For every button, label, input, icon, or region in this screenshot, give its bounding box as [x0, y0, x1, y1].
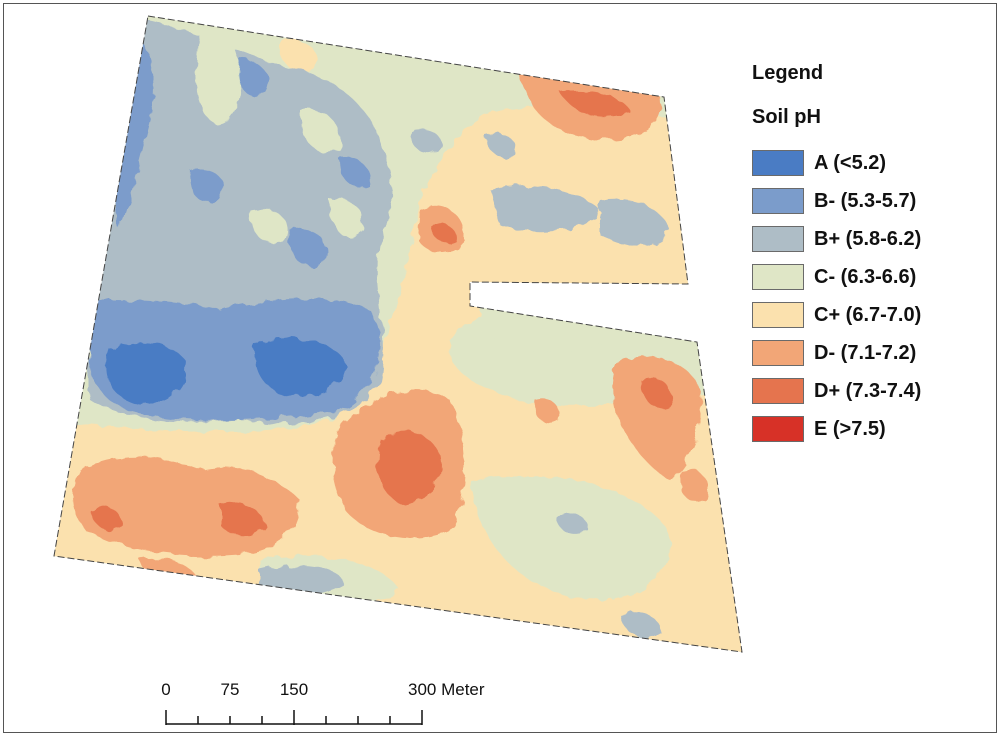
- ph-zone-c-minus: [470, 476, 671, 600]
- ph-zone-d-minus: [534, 398, 559, 423]
- ph-zone-c-minus: [300, 109, 341, 154]
- legend-swatch: [752, 302, 804, 328]
- legend-label: A (<5.2): [814, 151, 887, 174]
- ph-zone-d-minus: [612, 356, 701, 480]
- ph-zone-c-minus: [330, 199, 363, 239]
- ph-zone-b-minus: [238, 60, 268, 96]
- legend-item: D+ (7.3-7.4): [752, 372, 992, 410]
- legend-subtitle: Soil pH: [752, 106, 821, 128]
- ph-zone-d-plus: [640, 377, 673, 409]
- legend-item: B+ (5.8-6.2): [752, 220, 992, 258]
- ph-zone-c-plus: [279, 38, 318, 73]
- legend-item: C- (6.3-6.6): [752, 258, 992, 296]
- ph-zone-b-plus: [485, 133, 516, 157]
- ph-zone-d-plus: [377, 431, 441, 505]
- ph-zone-b-plus: [600, 198, 670, 246]
- field-boundary: [53, 15, 743, 653]
- legend-title: Legend: [752, 62, 824, 84]
- legend-item: B- (5.3-5.7): [752, 182, 992, 220]
- legend-swatch: [752, 150, 804, 176]
- scale-bar: 0 75 150 300 Meter: [150, 680, 484, 730]
- ph-zone-d-plus: [560, 90, 630, 117]
- ph-zone-c-minus: [249, 209, 288, 243]
- ph-zone-d-plus: [90, 505, 122, 530]
- ph-zone-b-minus: [289, 229, 326, 266]
- legend-item: A (<5.2): [752, 144, 992, 182]
- legend-label: E (>7.5): [814, 417, 886, 440]
- legend: Legend Soil pH A (<5.2) B- (5.3-5.7) B+ (5…: [752, 60, 992, 448]
- ph-zone-d-plus: [220, 502, 265, 537]
- ph-zone-a: [106, 341, 186, 405]
- legend-swatch: [752, 416, 804, 442]
- ph-zone-b-minus: [340, 159, 370, 188]
- legend-label: D- (7.1-7.2): [814, 341, 917, 364]
- scale-tick-label: 300 Meter: [408, 680, 485, 699]
- legend-label: C+ (6.7-7.0): [814, 303, 922, 326]
- legend-swatch: [752, 226, 804, 252]
- legend-label: B+ (5.8-6.2): [814, 227, 922, 250]
- scale-bar-graphic: [165, 710, 423, 725]
- legend-label: D+ (7.3-7.4): [814, 379, 922, 402]
- legend-label: B- (5.3-5.7): [814, 189, 917, 212]
- ph-zone-b-plus: [410, 128, 441, 154]
- legend-swatch: [752, 340, 804, 366]
- legend-swatch: [752, 378, 804, 404]
- scale-tick-label: 75: [220, 680, 240, 699]
- ph-zone-b-plus: [620, 612, 660, 638]
- scale-tick-label: 150: [279, 680, 309, 699]
- ph-zone-d-minus: [470, 624, 540, 647]
- legend-item: D- (7.1-7.2): [752, 334, 992, 372]
- legend-label: C- (6.3-6.6): [814, 265, 917, 288]
- legend-items: A (<5.2) B- (5.3-5.7) B+ (5.8-6.2) C- (6.3-…: [752, 144, 992, 448]
- legend-item: E (>7.5): [752, 410, 992, 448]
- ph-zone-b-plus: [490, 186, 600, 233]
- legend-swatch: [752, 188, 804, 214]
- legend-swatch: [752, 264, 804, 290]
- scale-tick-label: 0: [161, 680, 171, 699]
- ph-zone-c-minus: [195, 30, 242, 125]
- legend-item: C+ (6.7-7.0): [752, 296, 992, 334]
- ph-zone-a: [254, 337, 346, 396]
- ph-zone-b-plus: [555, 513, 589, 534]
- ph-zone-d-minus: [679, 469, 708, 503]
- ph-zone-d-plus: [430, 223, 456, 243]
- ph-zone-b-minus: [189, 169, 224, 203]
